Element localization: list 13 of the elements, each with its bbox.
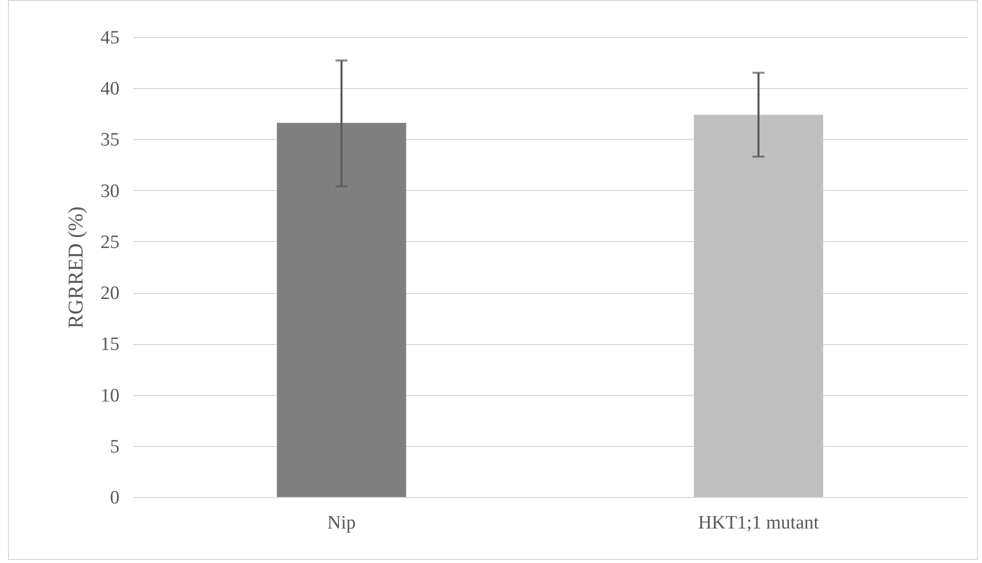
y-tick-label: 45	[100, 28, 120, 48]
y-tick-label: 25	[100, 232, 120, 253]
y-tick-label: 35	[100, 130, 120, 151]
y-tick-label: 5	[110, 436, 120, 458]
y-tick-label: 30	[100, 180, 120, 202]
y-tick-label: 0	[110, 488, 120, 508]
y-tick-label: 15	[100, 334, 120, 356]
y-tick-label: 40	[100, 78, 120, 100]
y-axis-title: RGRRED (%)	[64, 206, 88, 328]
x-tick-label: Nip	[327, 512, 356, 534]
y-tick-label: 10	[100, 385, 120, 406]
x-tick-label: HKT1;1 mutant	[698, 512, 820, 534]
y-tick-label: 20	[100, 283, 120, 304]
